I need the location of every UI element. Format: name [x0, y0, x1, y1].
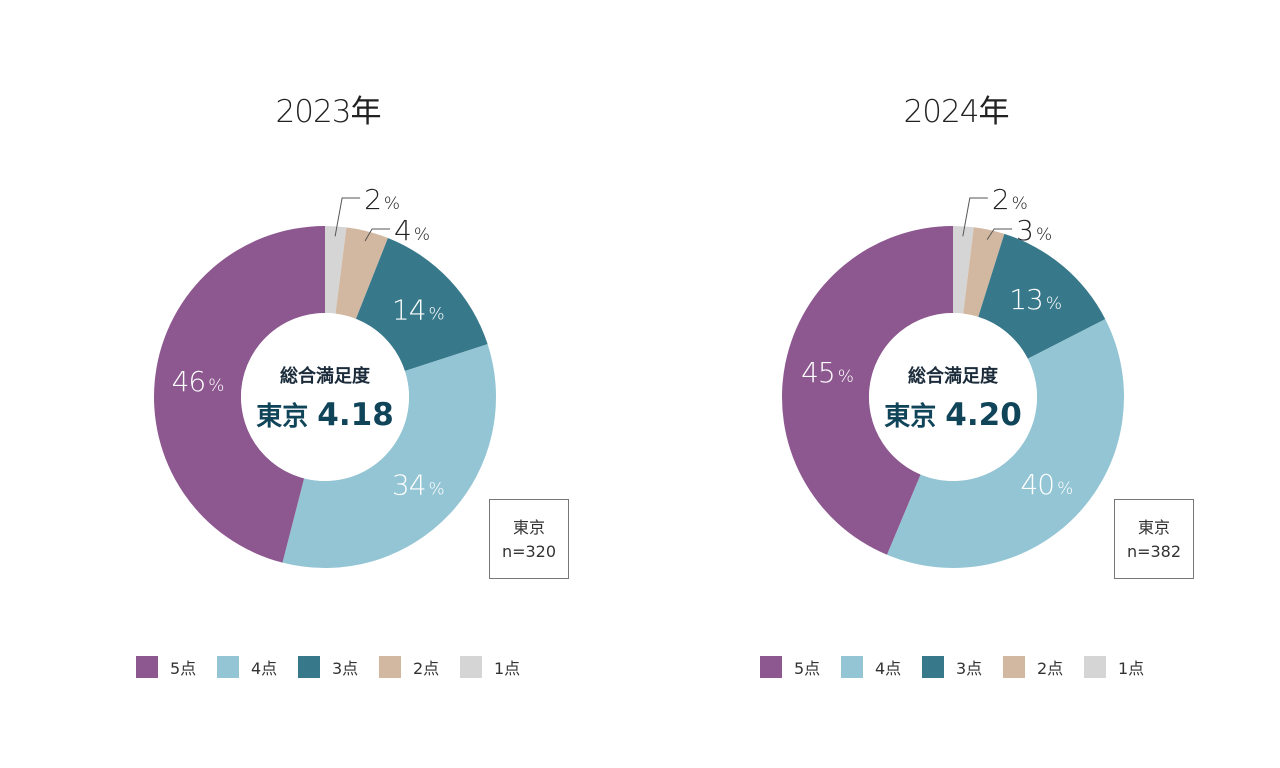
score-value: 4.18	[317, 397, 394, 433]
legend-swatch	[841, 656, 863, 678]
slice-2点	[335, 227, 388, 319]
legend-item: 4点	[217, 655, 298, 679]
slice-label: 14%	[392, 293, 445, 326]
slice-4点	[886, 319, 1125, 568]
legend-item: 4点	[841, 655, 922, 679]
legend-swatch	[136, 656, 158, 678]
slice-label: 46%	[172, 365, 225, 398]
leader-line	[334, 197, 361, 237]
slice-label: 3%	[1016, 214, 1052, 247]
leader-line	[986, 228, 1013, 240]
donut-chart: 2 %4 % 14 % 34 % 46%	[153, 183, 497, 568]
center-region: 東京	[256, 402, 309, 432]
legend-label: 2点	[1037, 659, 1064, 678]
slice-label: 45%	[801, 356, 854, 389]
legend: 5点 4点 3点 2点 1点	[136, 655, 541, 679]
legend-label: 4点	[251, 659, 278, 678]
legend-label: 1点	[1118, 659, 1145, 678]
slice-label: 4%	[394, 214, 430, 247]
leader-line	[962, 197, 988, 237]
legend-swatch	[922, 656, 944, 678]
slice-label: 40%	[1020, 468, 1073, 501]
chart-title: 2024年	[903, 94, 1010, 130]
score-value: 4.20	[945, 397, 1022, 433]
legend-swatch	[217, 656, 239, 678]
legend-label: 5点	[170, 659, 197, 678]
legend-label: 4点	[875, 659, 902, 678]
legend-label: 3点	[956, 659, 983, 678]
leader-line	[364, 228, 391, 242]
legend-swatch	[379, 656, 401, 678]
donut-chart: 2 %3 % 13 % 40 % 45%	[781, 183, 1125, 568]
legend-swatch	[1003, 656, 1025, 678]
slice-label: 13%	[1009, 283, 1062, 316]
legend: 5点 4点 3点 2点 1点	[760, 655, 1165, 679]
legend-item: 1点	[460, 655, 541, 679]
chart-panel-2024: 2024年 2% 3% 13% 40% 45% 総合満足度 東京 4.20 東京 n=3…	[628, 0, 1268, 768]
legend-item: 3点	[922, 655, 1003, 679]
center-score: 東京 4.18	[240, 396, 410, 433]
chart-title: 2023年	[275, 94, 382, 130]
legend-item: 5点	[136, 655, 217, 679]
slice-3点	[355, 238, 488, 372]
center-title: 総合満足度	[280, 366, 370, 387]
legend-swatch	[760, 656, 782, 678]
legend-label: 3点	[332, 659, 359, 678]
slice-5点	[781, 226, 953, 555]
legend-item: 2点	[379, 655, 460, 679]
slice-5点	[153, 226, 325, 563]
donut-hole	[869, 313, 1037, 481]
slice-4点	[282, 344, 497, 568]
slice-label: 2%	[992, 183, 1028, 216]
center-score: 東京 4.20	[868, 396, 1038, 433]
legend-swatch	[298, 656, 320, 678]
legend-label: 5点	[794, 659, 821, 678]
slice-label: 34%	[392, 469, 445, 502]
legend-item: 2点	[1003, 655, 1084, 679]
sample-region: 東京	[512, 518, 545, 537]
legend-swatch	[460, 656, 482, 678]
center-title: 総合満足度	[908, 366, 998, 387]
legend-item: 3点	[298, 655, 379, 679]
center-label: 総合満足度 東京 4.20	[868, 362, 1038, 433]
slice-2点	[963, 227, 1005, 317]
legend-label: 1点	[494, 659, 521, 678]
slice-1点	[953, 226, 974, 314]
legend-item: 5点	[760, 655, 841, 679]
legend-label: 2点	[413, 659, 440, 678]
center-label: 総合満足度 東京 4.18	[240, 362, 410, 433]
sample-region: 東京	[1137, 518, 1170, 537]
center-region: 東京	[884, 402, 937, 432]
slice-label: 2%	[364, 183, 400, 216]
sample-size-box: 東京 n=320	[489, 499, 569, 579]
legend-item: 1点	[1084, 655, 1165, 679]
slice-1点	[325, 226, 347, 314]
sample-n: n=320	[501, 542, 557, 561]
legend-swatch	[1084, 656, 1106, 678]
donut-hole	[241, 313, 409, 481]
slice-3点	[978, 233, 1106, 359]
sample-size-box: 東京 n=382	[1114, 499, 1194, 579]
chart-panel-2023: 2023年 2% 4% 14% 34% 46% 総合満足度 東京 4.18 東京 n=3…	[136, 94, 569, 679]
sample-n: n=382	[1126, 542, 1182, 561]
